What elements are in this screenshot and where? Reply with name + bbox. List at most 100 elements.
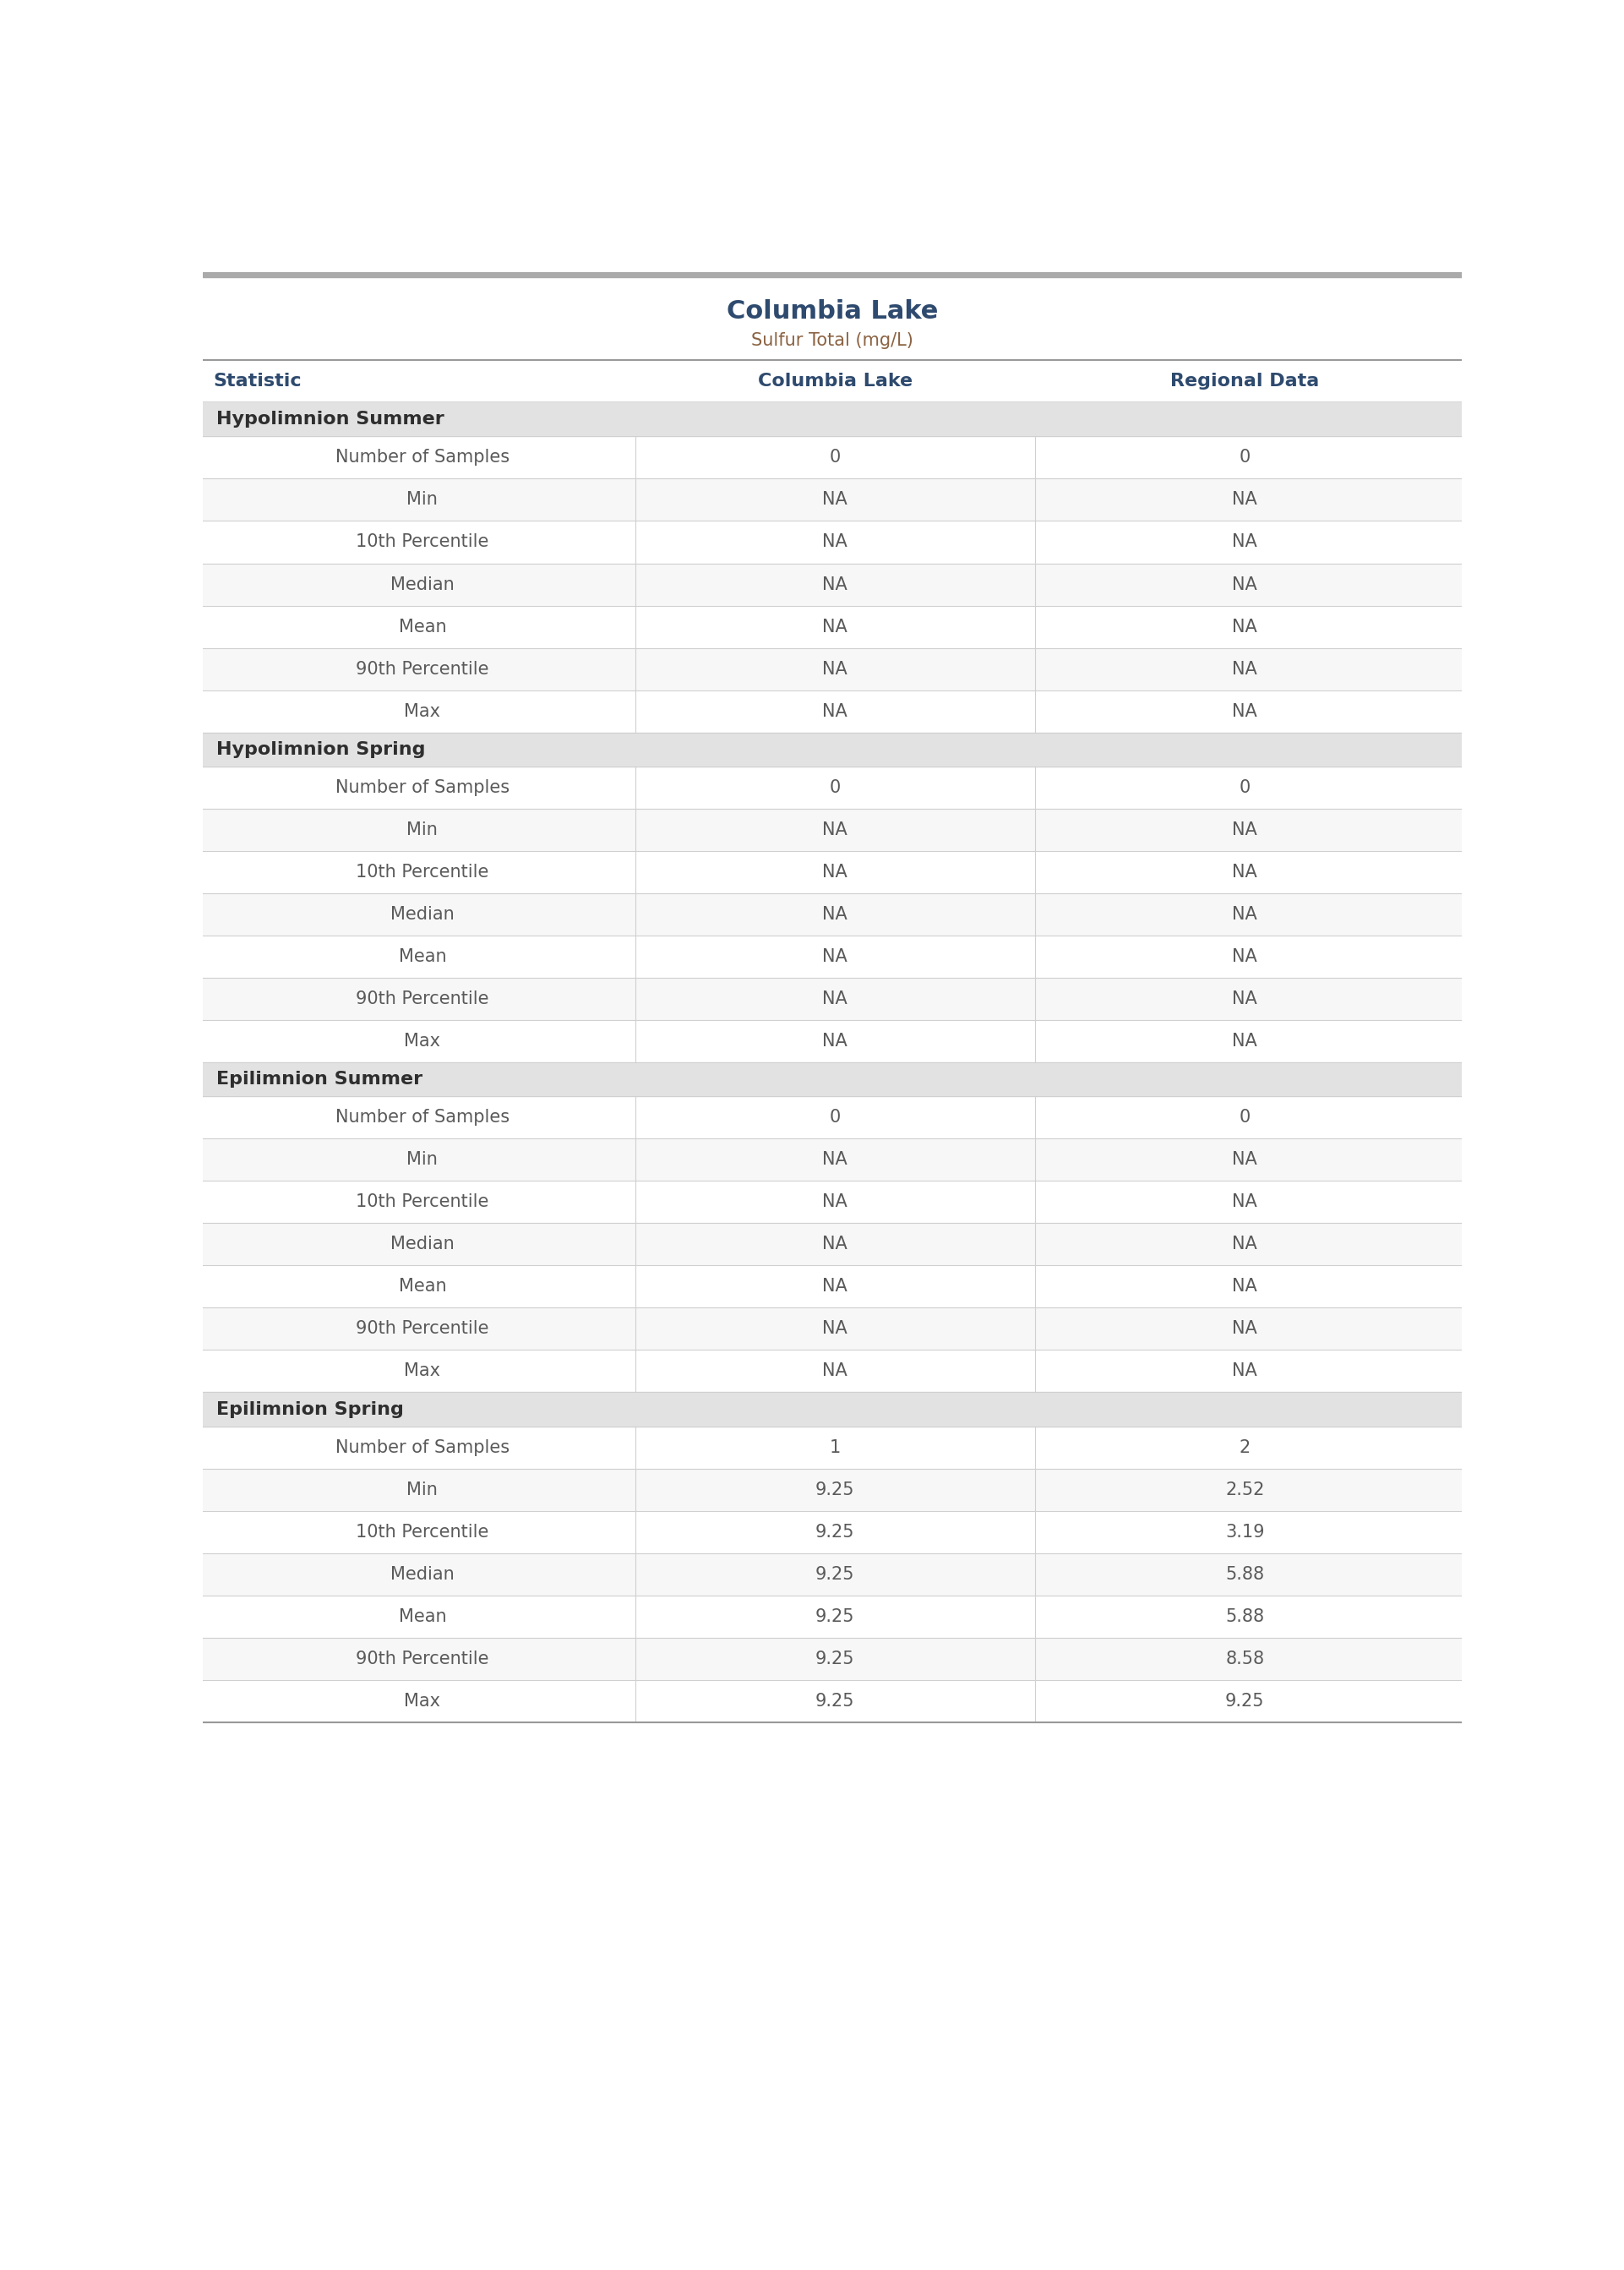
Text: Median: Median	[390, 577, 455, 592]
Bar	[203, 522, 1462, 563]
Text: NA: NA	[822, 1151, 848, 1169]
Text: NA: NA	[822, 661, 848, 676]
Text: NA: NA	[822, 1321, 848, 1337]
Bar	[203, 647, 1462, 690]
Text: Min: Min	[406, 490, 438, 508]
Text: 9.25: 9.25	[1224, 1693, 1265, 1709]
Text: Columbia Lake: Columbia Lake	[726, 300, 939, 325]
Text: NA: NA	[822, 490, 848, 508]
Text: NA: NA	[1233, 661, 1257, 676]
Text: 90th Percentile: 90th Percentile	[356, 661, 489, 676]
Text: NA: NA	[1233, 490, 1257, 508]
Text: NA: NA	[1233, 1321, 1257, 1337]
Text: Median: Median	[390, 906, 455, 924]
Text: NA: NA	[822, 617, 848, 636]
Text: Epilimnion Spring: Epilimnion Spring	[216, 1401, 404, 1419]
Bar	[203, 767, 1462, 808]
Text: NA: NA	[1233, 906, 1257, 924]
Text: 9.25: 9.25	[815, 1693, 854, 1709]
Text: 0: 0	[830, 1110, 841, 1126]
Text: NA: NA	[822, 533, 848, 552]
Text: Regional Data: Regional Data	[1171, 372, 1319, 390]
Text: 1: 1	[830, 1439, 841, 1455]
Text: Number of Samples: Number of Samples	[335, 1439, 510, 1455]
Bar	[203, 606, 1462, 647]
Text: NA: NA	[822, 704, 848, 720]
Text: NA: NA	[822, 949, 848, 965]
Bar	[203, 563, 1462, 606]
Bar	[203, 1680, 1462, 1723]
Bar	[203, 1392, 1462, 1426]
Text: 2: 2	[1239, 1439, 1250, 1455]
Bar	[203, 1426, 1462, 1469]
Text: 9.25: 9.25	[815, 1607, 854, 1625]
Text: NA: NA	[1233, 704, 1257, 720]
Bar	[203, 1224, 1462, 1264]
Text: Min: Min	[406, 1151, 438, 1169]
Bar	[203, 436, 1462, 479]
Text: 0: 0	[1239, 1110, 1250, 1126]
Text: Hypolimnion Summer: Hypolimnion Summer	[216, 411, 443, 429]
Text: Min: Min	[406, 822, 438, 838]
Bar	[203, 1308, 1462, 1351]
Text: Max: Max	[404, 1362, 440, 1380]
Bar	[203, 1553, 1462, 1596]
Text: Columbia Lake: Columbia Lake	[757, 372, 913, 390]
Text: NA: NA	[822, 822, 848, 838]
Text: 0: 0	[830, 779, 841, 797]
Text: NA: NA	[822, 990, 848, 1008]
Text: 90th Percentile: 90th Percentile	[356, 1321, 489, 1337]
Text: NA: NA	[1233, 949, 1257, 965]
Text: Median: Median	[390, 1566, 455, 1582]
Text: NA: NA	[822, 1194, 848, 1210]
Bar	[203, 690, 1462, 733]
Bar	[203, 1637, 1462, 1680]
Text: NA: NA	[1233, 822, 1257, 838]
Text: NA: NA	[1233, 863, 1257, 881]
Text: Epilimnion Summer: Epilimnion Summer	[216, 1071, 422, 1087]
Bar	[203, 402, 1462, 436]
Text: NA: NA	[1233, 1194, 1257, 1210]
Text: NA: NA	[1233, 990, 1257, 1008]
Text: Sulfur Total (mg/L): Sulfur Total (mg/L)	[752, 331, 913, 350]
Bar	[203, 1019, 1462, 1062]
Text: Number of Samples: Number of Samples	[335, 779, 510, 797]
Bar	[203, 1180, 1462, 1224]
Text: Mean: Mean	[398, 1278, 447, 1296]
Text: NA: NA	[822, 1235, 848, 1253]
Text: 2.52: 2.52	[1224, 1480, 1265, 1498]
Text: Number of Samples: Number of Samples	[335, 1110, 510, 1126]
Bar	[203, 1596, 1462, 1637]
Bar	[203, 808, 1462, 851]
Text: NA: NA	[822, 577, 848, 592]
Bar	[203, 272, 1462, 277]
Text: 0: 0	[1239, 779, 1250, 797]
Text: Statistic: Statistic	[213, 372, 300, 390]
Text: 8.58: 8.58	[1226, 1650, 1265, 1666]
Bar	[203, 1351, 1462, 1392]
Text: 10th Percentile: 10th Percentile	[356, 533, 489, 552]
Text: NA: NA	[822, 1278, 848, 1296]
Bar	[203, 1062, 1462, 1096]
Text: 0: 0	[830, 449, 841, 465]
Bar	[203, 978, 1462, 1019]
Text: NA: NA	[1233, 577, 1257, 592]
Text: 3.19: 3.19	[1224, 1523, 1265, 1541]
Bar	[203, 479, 1462, 522]
Bar	[203, 1096, 1462, 1140]
Bar	[203, 1264, 1462, 1308]
Text: Max: Max	[404, 1033, 440, 1049]
Text: Hypolimnion Spring: Hypolimnion Spring	[216, 740, 425, 758]
Text: 10th Percentile: 10th Percentile	[356, 1194, 489, 1210]
Text: Median: Median	[390, 1235, 455, 1253]
Bar	[203, 733, 1462, 767]
Text: NA: NA	[1233, 1151, 1257, 1169]
Text: NA: NA	[822, 863, 848, 881]
Text: Max: Max	[404, 704, 440, 720]
Bar	[203, 1512, 1462, 1553]
Text: 5.88: 5.88	[1226, 1607, 1265, 1625]
Text: Max: Max	[404, 1693, 440, 1709]
Text: NA: NA	[822, 906, 848, 924]
Bar	[203, 1469, 1462, 1512]
Text: 10th Percentile: 10th Percentile	[356, 1523, 489, 1541]
